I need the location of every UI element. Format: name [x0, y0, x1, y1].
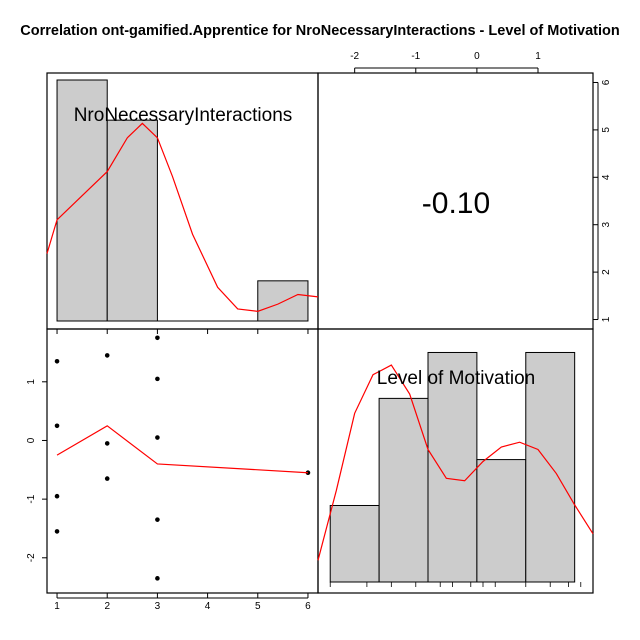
- scatter-point: [155, 517, 160, 522]
- panel-bottom-right: [317, 328, 594, 594]
- histogram-interactions: [46, 79, 319, 322]
- scatter-point: [54, 529, 60, 534]
- scatter-point: [54, 358, 60, 364]
- density-curve: [317, 364, 594, 561]
- correlation-value: -0.10: [422, 187, 490, 220]
- scatter-point: [155, 335, 160, 341]
- scatter-point: [155, 435, 160, 440]
- scatter-point: [155, 376, 160, 382]
- scatter-point: [104, 441, 110, 446]
- hist-bar: [106, 119, 158, 322]
- x-tick-label: 1: [54, 601, 60, 612]
- axes: 1 2 3 4 5 6 -2 -1 0 1 -2 -1 0 1 1 2 3 4 5 6: [26, 51, 612, 612]
- diag-label-interactions: NroNecessaryInteractions: [74, 105, 293, 126]
- hist-bar: [257, 280, 309, 322]
- x-tick-label: 3: [155, 601, 161, 612]
- hist-bar: [56, 79, 108, 322]
- top-tick-label: 0: [474, 51, 480, 62]
- top-tick-label: -2: [350, 51, 359, 62]
- chart-title: Correlation ont-gamified.Apprentice for …: [20, 23, 619, 39]
- right-tick-label: 6: [601, 79, 612, 85]
- scatter-point: [155, 576, 160, 581]
- x-tick-label: 2: [104, 601, 110, 612]
- x-tick-label: 4: [205, 601, 211, 612]
- y-tick-label: -2: [26, 553, 37, 562]
- diag-label-motivation: Level of Motivation: [377, 368, 535, 389]
- x-tick-label: 5: [255, 601, 261, 612]
- loess-line: [56, 425, 308, 474]
- y-tick-label: 0: [26, 437, 37, 443]
- scatter-point: [54, 423, 60, 429]
- right-tick-label: 5: [601, 127, 612, 133]
- hist-bar: [378, 397, 429, 583]
- panel-bottom-left: [46, 328, 319, 594]
- scatter-point: [104, 353, 110, 358]
- scatter-point: [104, 476, 110, 481]
- x-tick-label: 6: [305, 601, 311, 612]
- scatter-point: [54, 493, 60, 499]
- top-tick-label: 1: [535, 51, 541, 62]
- right-tick-label: 1: [601, 316, 612, 322]
- top-tick-label: -1: [411, 51, 420, 62]
- scatter-plot: [54, 335, 311, 581]
- y-tick-label: 1: [26, 379, 37, 385]
- right-tick-label: 4: [601, 174, 612, 180]
- density-curve: [46, 122, 319, 312]
- hist-bar: [476, 459, 527, 583]
- hist-bar: [525, 351, 576, 583]
- histogram-motivation: [317, 351, 594, 587]
- hist-bar: [329, 504, 380, 583]
- right-tick-label: 2: [601, 269, 612, 275]
- right-tick-label: 3: [601, 221, 612, 227]
- y-tick-label: -1: [26, 494, 37, 503]
- hist-bar: [427, 351, 478, 583]
